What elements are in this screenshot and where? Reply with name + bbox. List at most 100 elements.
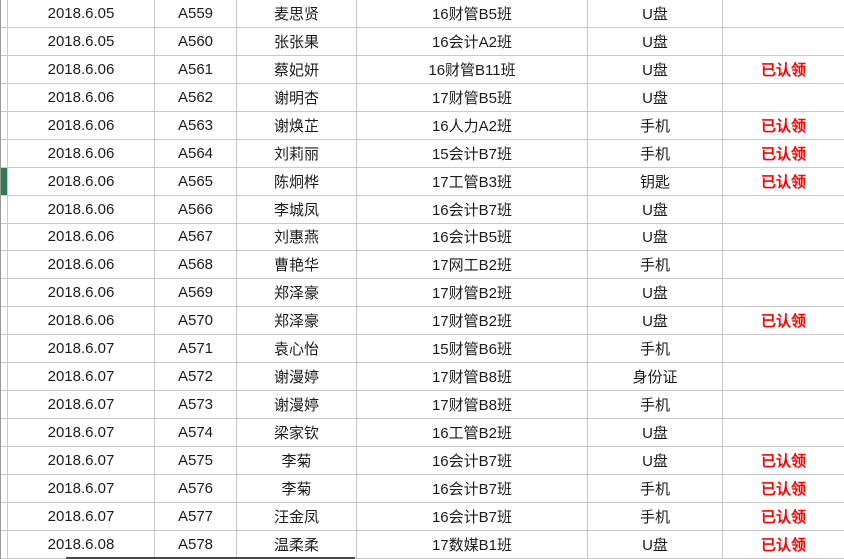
cell-date[interactable]: 2018.6.07 (8, 474, 155, 502)
row-marker-cell[interactable] (0, 55, 8, 83)
cell-name[interactable]: 刘惠燕 (237, 223, 357, 251)
cell-item[interactable]: 手机 (588, 335, 723, 363)
cell-id[interactable]: A575 (155, 447, 237, 474)
cell-class[interactable]: 15会计B7班 (357, 139, 588, 167)
cell-item[interactable]: U盘 (588, 530, 723, 558)
cell-class[interactable]: 16工管B2班 (357, 419, 588, 446)
cell-class[interactable]: 17财管B2班 (357, 307, 588, 335)
cell-status[interactable] (723, 419, 844, 446)
cell-name[interactable]: 麦思贤 (237, 0, 357, 27)
cell-date[interactable]: 2018.6.05 (8, 27, 155, 55)
cell-class[interactable]: 15财管B6班 (357, 335, 588, 363)
cell-date[interactable]: 2018.6.07 (8, 335, 155, 363)
cell-id[interactable]: A570 (155, 307, 237, 335)
cell-item[interactable]: 手机 (588, 139, 723, 167)
row-marker-cell[interactable] (0, 111, 8, 139)
cell-status[interactable] (723, 251, 844, 278)
cell-date[interactable]: 2018.6.06 (8, 55, 155, 83)
row-marker-cell[interactable] (0, 307, 8, 335)
cell-id[interactable]: A567 (155, 223, 237, 251)
row-marker-cell[interactable] (0, 27, 8, 55)
row-marker-cell[interactable] (0, 391, 8, 419)
cell-name[interactable]: 温柔柔 (237, 530, 357, 558)
cell-item[interactable]: U盘 (588, 307, 723, 335)
cell-name[interactable]: 李菊 (237, 447, 357, 474)
cell-name[interactable]: 谢明杏 (237, 83, 357, 111)
cell-date[interactable]: 2018.6.06 (8, 223, 155, 251)
cell-status[interactable] (723, 0, 844, 27)
cell-id[interactable]: A563 (155, 111, 237, 139)
cell-class[interactable]: 16会计A2班 (357, 27, 588, 55)
cell-status-claimed[interactable]: 已认领 (760, 536, 806, 554)
cell-id[interactable]: A569 (155, 279, 237, 307)
cell-status[interactable] (723, 279, 844, 306)
cell-date[interactable]: 2018.6.07 (8, 502, 155, 530)
row-marker-cell[interactable] (0, 335, 8, 363)
cell-class[interactable]: 17网工B2班 (357, 251, 588, 279)
cell-date[interactable]: 2018.6.06 (8, 307, 155, 335)
row-marker-cell[interactable] (0, 251, 8, 279)
row-marker-cell[interactable] (0, 447, 8, 474)
cell-class[interactable]: 17财管B8班 (357, 363, 588, 391)
row-marker-cell[interactable] (0, 419, 8, 446)
cell-class[interactable]: 16会计B7班 (357, 502, 588, 530)
cell-id[interactable]: A576 (155, 474, 237, 502)
cell-item[interactable]: U盘 (588, 419, 723, 446)
cell-id[interactable]: A574 (155, 419, 237, 446)
cell-date[interactable]: 2018.6.07 (8, 363, 155, 391)
cell-status-claimed[interactable]: 已认领 (760, 61, 806, 79)
cell-status-claimed[interactable]: 已认领 (760, 480, 806, 498)
cell-date[interactable]: 2018.6.06 (8, 251, 155, 279)
row-marker-cell[interactable] (0, 474, 8, 502)
cell-id[interactable]: A564 (155, 139, 237, 167)
cell-date[interactable]: 2018.6.06 (8, 279, 155, 307)
cell-class[interactable]: 16会计B5班 (357, 223, 588, 251)
cell-id[interactable]: A572 (155, 363, 237, 391)
cell-status[interactable] (723, 196, 844, 223)
row-marker-cell-green[interactable] (0, 167, 8, 195)
cell-id[interactable]: A577 (155, 502, 237, 530)
cell-name[interactable]: 郑泽豪 (237, 307, 357, 335)
cell-status[interactable] (723, 84, 844, 111)
cell-status-claimed[interactable]: 已认领 (760, 173, 806, 191)
cell-id[interactable]: A578 (155, 530, 237, 558)
row-marker-cell[interactable] (0, 195, 8, 223)
cell-item[interactable]: U盘 (588, 279, 723, 307)
cell-date[interactable]: 2018.6.07 (8, 391, 155, 419)
row-marker-cell[interactable] (0, 502, 8, 530)
cell-class[interactable]: 17数媒B1班 (357, 530, 588, 558)
cell-name[interactable]: 曹艳华 (237, 251, 357, 279)
cell-name[interactable]: 汪金凤 (237, 502, 357, 530)
cell-date[interactable]: 2018.6.07 (8, 419, 155, 446)
cell-item[interactable]: 手机 (588, 251, 723, 279)
cell-name[interactable]: 梁家钦 (237, 419, 357, 446)
cell-name[interactable]: 谢漫婷 (237, 363, 357, 391)
cell-class[interactable]: 16会计B7班 (357, 195, 588, 223)
cell-item[interactable]: U盘 (588, 223, 723, 251)
cell-class[interactable]: 16会计B7班 (357, 474, 588, 502)
cell-status[interactable] (723, 224, 844, 251)
cell-item[interactable]: 手机 (588, 391, 723, 419)
cell-status-claimed[interactable]: 已认领 (760, 508, 806, 526)
cell-item[interactable]: U盘 (588, 195, 723, 223)
cell-item[interactable]: U盘 (588, 27, 723, 55)
cell-name[interactable]: 李城凤 (237, 195, 357, 223)
cell-item[interactable]: U盘 (588, 0, 723, 27)
row-marker-cell[interactable] (0, 363, 8, 391)
cell-status[interactable] (723, 28, 844, 55)
row-marker-cell[interactable] (0, 223, 8, 251)
row-marker-cell[interactable] (0, 530, 8, 558)
row-marker-cell[interactable] (0, 83, 8, 111)
cell-name[interactable]: 郑泽豪 (237, 279, 357, 307)
cell-name[interactable]: 袁心怡 (237, 335, 357, 363)
cell-id[interactable]: A566 (155, 195, 237, 223)
cell-id[interactable]: A571 (155, 335, 237, 363)
cell-id[interactable]: A562 (155, 83, 237, 111)
row-marker-cell[interactable] (0, 139, 8, 167)
cell-date[interactable]: 2018.6.05 (8, 0, 155, 27)
cell-date[interactable]: 2018.6.07 (8, 447, 155, 474)
cell-name[interactable]: 蔡妃妍 (237, 55, 357, 83)
cell-item[interactable]: 钥匙 (588, 167, 723, 195)
cell-id[interactable]: A559 (155, 0, 237, 27)
cell-item[interactable]: U盘 (588, 55, 723, 83)
